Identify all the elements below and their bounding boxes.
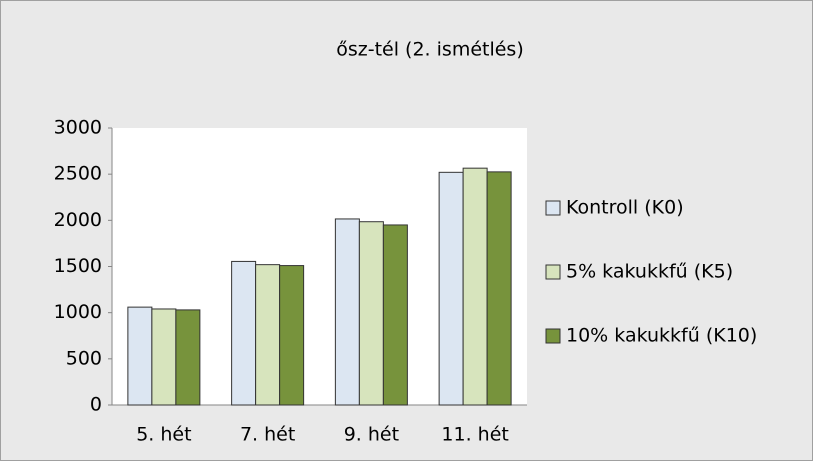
x-tick-label: 7. hét — [240, 424, 295, 446]
legend-swatch — [545, 328, 561, 344]
x-tick-label: 11. hét — [441, 424, 508, 446]
bar — [438, 171, 464, 406]
bar — [127, 306, 153, 406]
y-tick-label: 500 — [66, 347, 102, 369]
legend-label: 5% kakukkfű (K5) — [566, 261, 733, 283]
y-tick-label: 3000 — [54, 117, 102, 139]
bar — [151, 308, 177, 406]
x-tick-label: 9. hét — [344, 424, 399, 446]
bar — [175, 309, 201, 406]
bar — [255, 264, 281, 406]
bar — [382, 224, 408, 406]
y-tick-label: 1500 — [54, 255, 102, 277]
y-tick-label: 0 — [90, 394, 102, 416]
x-tick-label: 5. hét — [136, 424, 191, 446]
bar — [462, 167, 488, 406]
bar — [279, 265, 305, 406]
bar — [486, 171, 512, 406]
bar — [358, 221, 384, 406]
chart-title: ősz-tél (2. ismétlés) — [336, 39, 524, 61]
y-tick-label: 2500 — [54, 163, 102, 185]
y-tick-label: 2000 — [54, 209, 102, 231]
bar — [231, 260, 257, 406]
legend-label: Kontroll (K0) — [566, 197, 684, 219]
legend-label: 10% kakukkfű (K10) — [566, 325, 757, 347]
legend-swatch — [545, 264, 561, 280]
legend-swatch — [545, 200, 561, 216]
y-tick-label: 1000 — [54, 301, 102, 323]
bar — [334, 218, 360, 406]
